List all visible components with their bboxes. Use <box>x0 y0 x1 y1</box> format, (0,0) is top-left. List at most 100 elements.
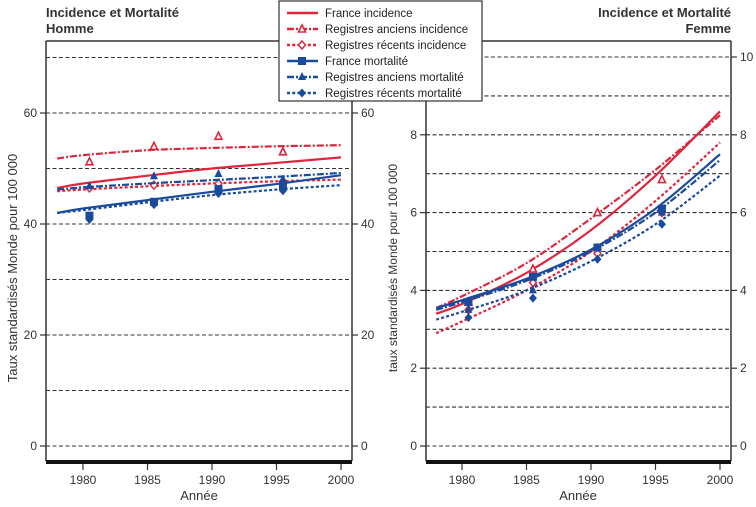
left-y-axis-label: Taux standardisés Monde pour 100 000 <box>5 154 20 382</box>
right-data-point <box>464 298 473 307</box>
left-data-point <box>84 156 95 166</box>
legend-marker <box>298 57 306 65</box>
right-data-point <box>528 285 537 294</box>
left-data-point <box>278 174 287 183</box>
right-y-tick-label: 0 <box>410 439 417 453</box>
left-data-point <box>85 181 94 190</box>
right-data-point <box>464 313 473 323</box>
legend-item: Registres anciens incidence <box>287 23 468 36</box>
right-series-line <box>435 114 721 309</box>
left-y-tick-label: 60 <box>24 106 38 120</box>
legend-marker <box>297 23 307 33</box>
left-series-line <box>57 144 342 160</box>
left-data-point <box>149 140 159 151</box>
legend-label: France incidence <box>325 8 413 20</box>
right-x-tick-label: 1980 <box>449 473 476 487</box>
left-series-6 <box>57 184 342 225</box>
right-data-point <box>528 263 538 273</box>
left-data-point <box>85 215 94 225</box>
legend-marker <box>298 88 306 98</box>
left-x-tick-label: 1985 <box>134 473 161 487</box>
legend-item: Registres anciens mortalité <box>287 72 464 84</box>
left-data-point <box>149 171 158 180</box>
left-series-5 <box>57 169 342 191</box>
right-data-point <box>657 173 667 184</box>
right-data-point <box>528 293 537 303</box>
left-chart-title: Incidence et Mortalité <box>46 5 179 20</box>
legend-item: Registres récents incidence <box>287 39 466 52</box>
right-series-1 <box>435 110 721 315</box>
legend-label: Registres anciens incidence <box>325 24 468 36</box>
left-series-line <box>57 171 342 191</box>
right-chart-subtitle: Femme <box>685 21 731 36</box>
left-data-point <box>149 200 158 210</box>
left-data-point <box>278 146 288 156</box>
legend-box <box>278 0 483 102</box>
right-y-tick-label-right: 4 <box>740 283 747 297</box>
right-x-tick-label: 1990 <box>578 473 605 487</box>
legend-label: Registres anciens mortalité <box>325 72 464 84</box>
right-y-tick-label-right: 8 <box>740 128 747 142</box>
right-data-point <box>657 207 666 216</box>
right-x-tick-label: 1985 <box>513 473 540 487</box>
left-y-tick-label-right: 40 <box>361 217 375 231</box>
right-series-6 <box>435 174 721 323</box>
left-series-line <box>57 178 342 193</box>
right-y-tick-label-right: 0 <box>740 439 747 453</box>
right-data-point <box>592 206 603 217</box>
left-x-axis <box>46 460 352 464</box>
left-chart-subtitle: Homme <box>46 21 94 36</box>
left-x-axis-label: Année <box>180 488 218 503</box>
right-series-3 <box>435 141 721 335</box>
right-series-line <box>435 153 721 309</box>
left-series-1 <box>57 156 342 190</box>
legend-label: Registres récents incidence <box>325 40 466 52</box>
right-series-2 <box>435 114 721 309</box>
right-series-line <box>435 159 721 311</box>
right-data-point <box>593 254 602 264</box>
right-y-tick-label-right: 6 <box>740 206 747 220</box>
right-data-point <box>657 219 666 229</box>
right-y-tick-label: 4 <box>410 283 417 297</box>
legend: France incidence Registres anciens incide… <box>278 0 483 102</box>
legend-marker <box>298 72 306 80</box>
left-y-tick-label: 40 <box>24 217 38 231</box>
right-y-tick-label: 6 <box>410 206 417 220</box>
right-chart-title: Incidence et Mortalité <box>598 5 731 20</box>
right-chart-plot: 0022446688101019801985199019952000 <box>404 40 754 487</box>
right-series-line <box>435 141 721 335</box>
right-y-tick-label: 2 <box>410 361 417 375</box>
legend-item: Registres récents mortalité <box>287 88 462 100</box>
left-y-tick-label: 0 <box>30 439 37 453</box>
legend-label: France mortalité <box>325 56 408 68</box>
right-series-line <box>435 174 721 321</box>
right-x-tick-label: 1995 <box>642 473 669 487</box>
right-series-line <box>435 110 721 315</box>
legend-label: Registres récents mortalité <box>325 88 462 100</box>
left-series-3 <box>57 176 342 193</box>
legend-item: France incidence <box>287 8 413 20</box>
right-x-axis-label: Année <box>559 488 597 503</box>
right-y-tick-label: 8 <box>410 128 417 142</box>
legend-marker <box>297 39 307 51</box>
right-y-tick-label-right: 10 <box>740 50 754 64</box>
left-y-tick-label-right: 0 <box>361 439 368 453</box>
left-data-point <box>214 188 223 198</box>
left-x-tick-label: 2000 <box>328 473 355 487</box>
left-series-line <box>57 156 342 190</box>
right-y-tick-label-right: 2 <box>740 361 747 375</box>
left-data-point <box>278 186 287 196</box>
left-x-tick-label: 1990 <box>199 473 226 487</box>
left-y-tick-label-right: 20 <box>361 328 375 342</box>
left-data-point <box>214 169 223 178</box>
legend-item: France mortalité <box>287 56 408 68</box>
left-chart-plot: 0 0 20 20 40 40 60 60 1980 1985 1990 1995 2000 <box>24 40 375 487</box>
left-series-line <box>57 184 342 214</box>
left-data-point <box>213 130 224 141</box>
left-y-tick-label-right: 60 <box>361 106 375 120</box>
left-y-tick-label: 20 <box>24 328 38 342</box>
right-series-4 <box>435 153 721 309</box>
right-data-point <box>593 242 602 251</box>
left-x-tick-label: 1980 <box>70 473 97 487</box>
